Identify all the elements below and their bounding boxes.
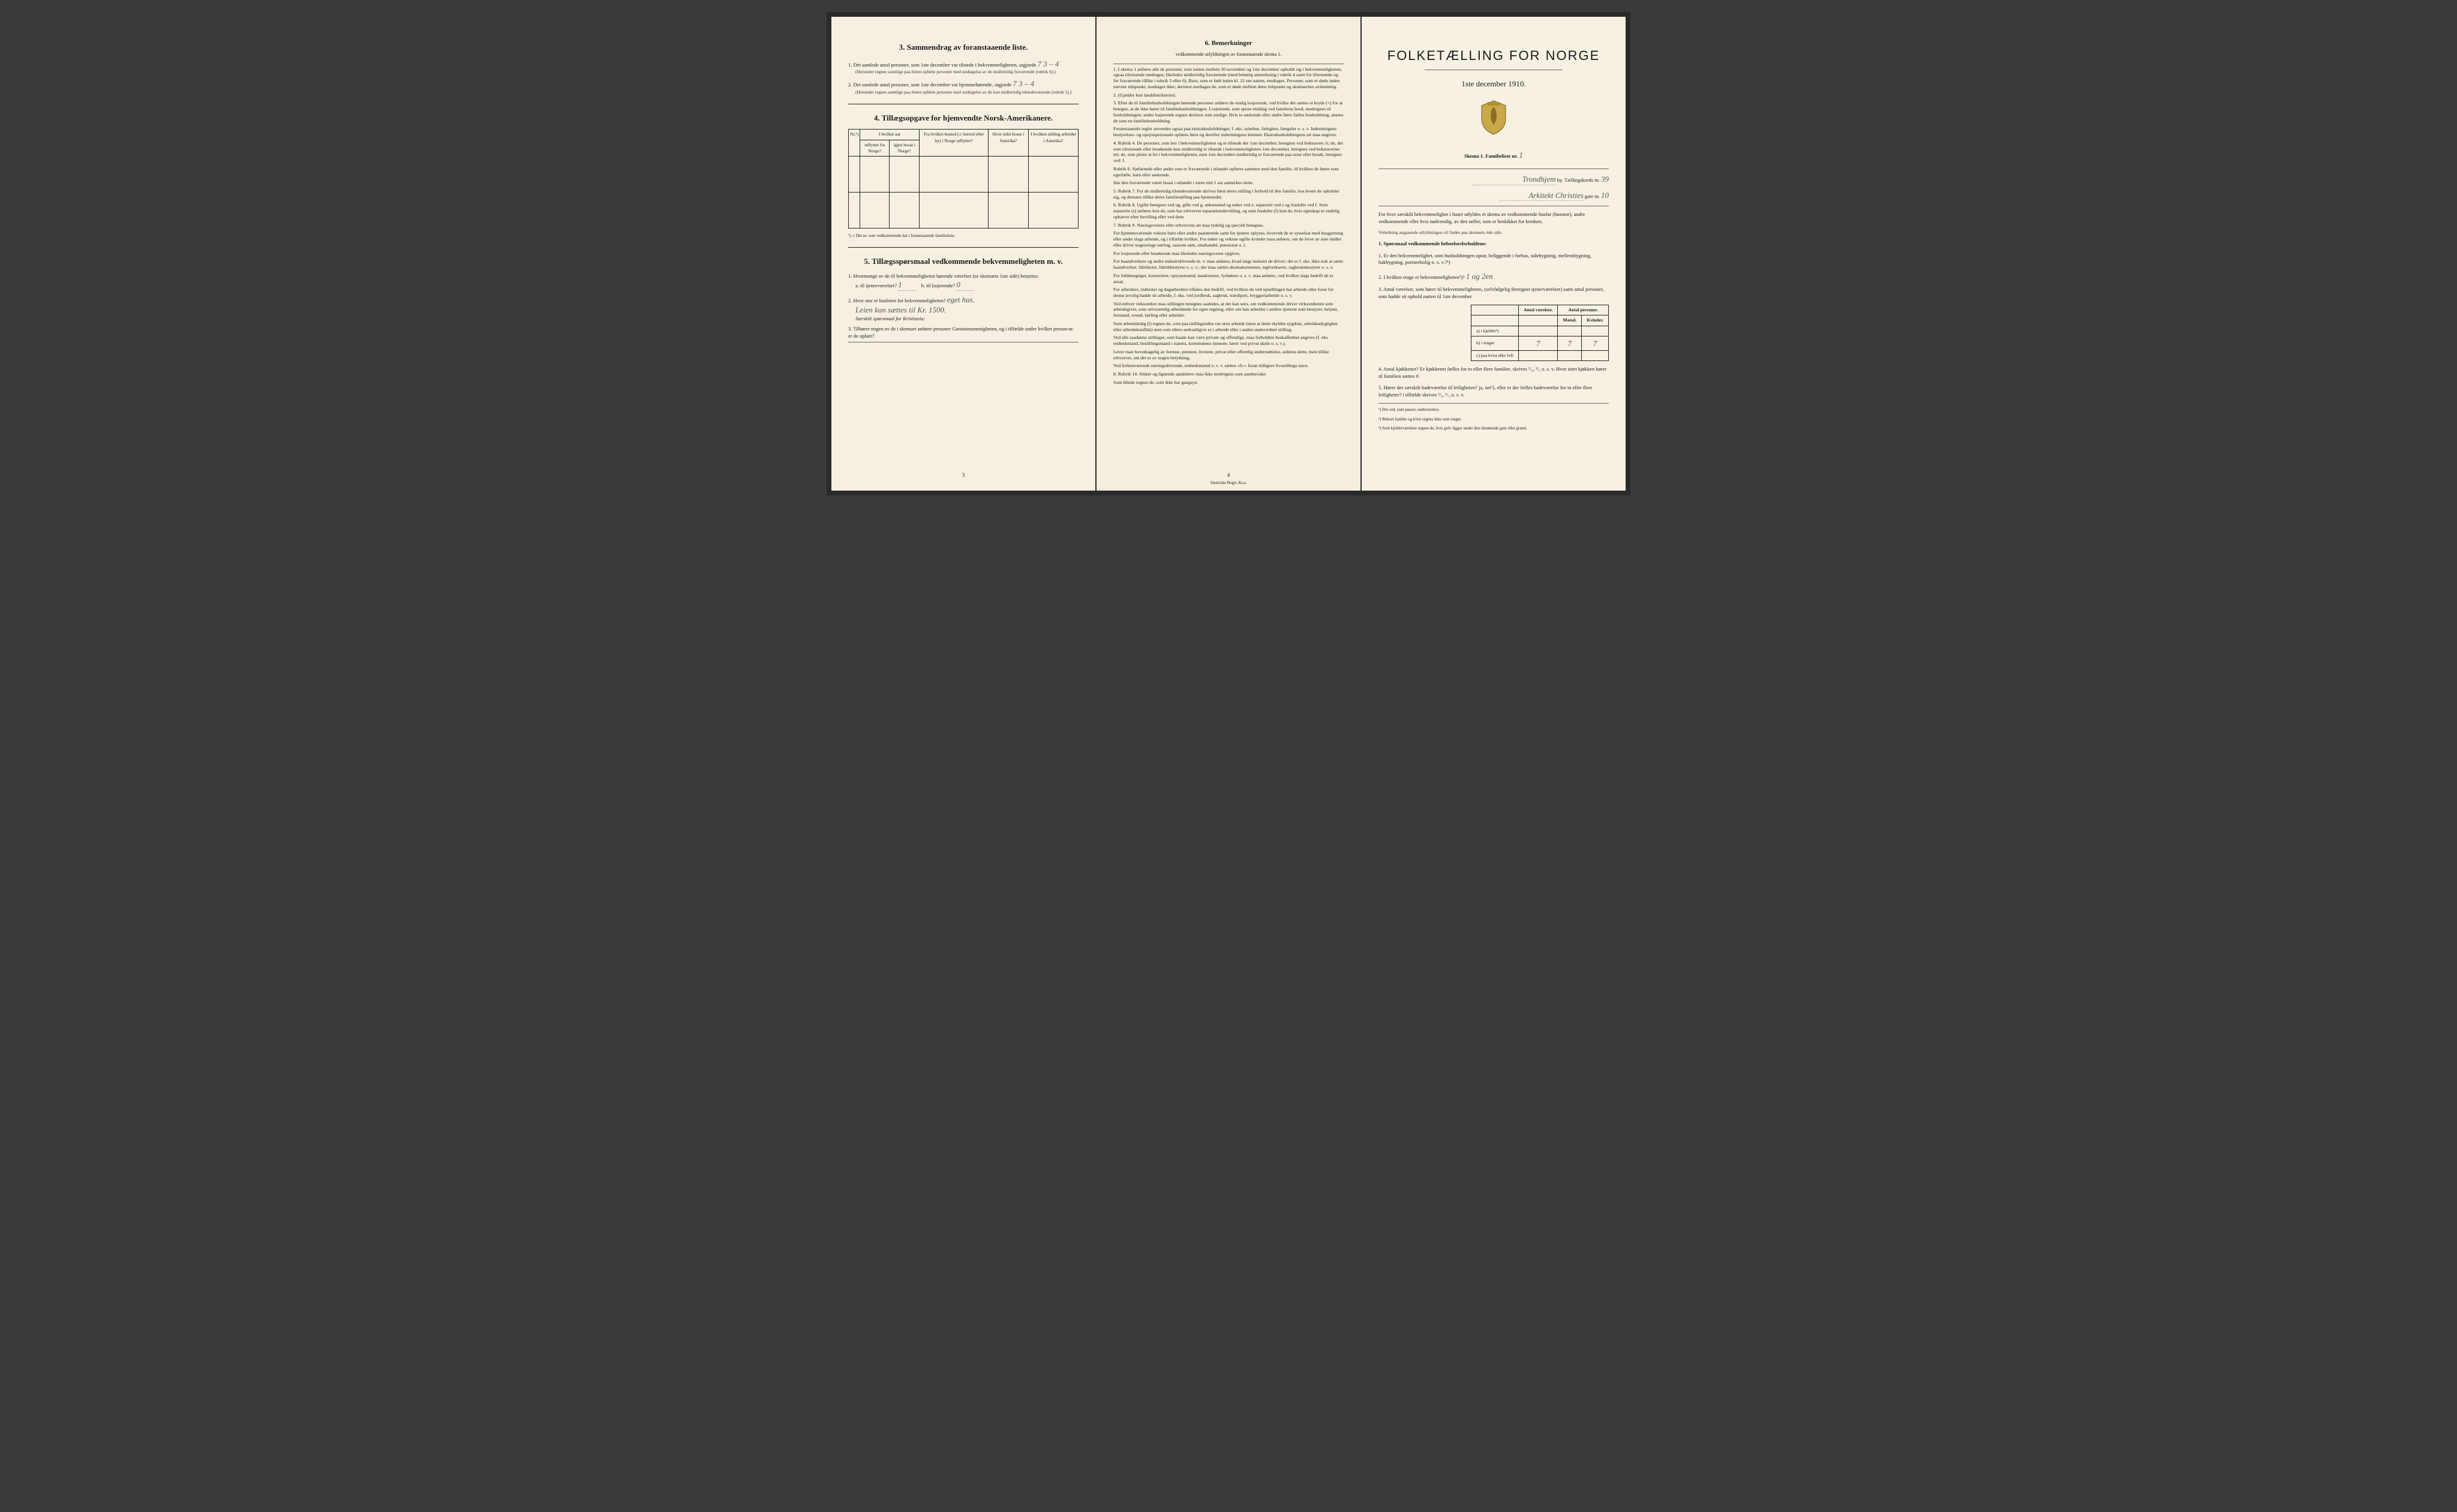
item-3-1: 1. Det samlede antal personer, som 1ste … <box>848 59 1079 76</box>
intro-text: For hver særskilt bekvemmelighet i huset… <box>1378 211 1609 225</box>
footnote-1: ¹) Det ord, som passer, understrekes. <box>1378 407 1609 413</box>
questions-heading: Spørsmaal vedkommende beboelsesforholden… <box>1384 241 1487 247</box>
hand-value-2: 7 3 – 4 <box>1013 79 1034 88</box>
printer-mark: Steen'ske Bogtr. Kr.a. <box>1097 480 1360 486</box>
maend-value: 7 <box>1558 336 1582 351</box>
q2-value-2: Leien kan sættes til Kr. 1500. <box>855 305 1079 315</box>
footnote-3: ³) Som kjelderværelser regnes de, hvis g… <box>1378 426 1609 431</box>
remark-6: 6. Rubrik 8. Ugifte betegnes ved ug, gif… <box>1113 202 1344 220</box>
q-5: 5. Hører der særskilt badeværelse til le… <box>1378 384 1609 398</box>
remark-5: 5. Rubrik 7. For de midlertidig tilstede… <box>1113 188 1344 200</box>
q-2: 2. I hvilken etage er bekvemmeligheten²)… <box>1378 271 1609 282</box>
page-number-3: 3 <box>831 471 1095 479</box>
remark-8: 8. Rubrik 14. Sinker og lignende aandslø… <box>1113 371 1344 377</box>
item-3-2: 2. Det samlede antal personer, som 1ste … <box>848 79 1079 95</box>
skema-label: Skema 1. Familieliste nr. <box>1464 153 1518 159</box>
gate-value: Arkitekt Christies <box>1500 190 1584 202</box>
section-6-heading: 6. Bemerkninger <box>1113 40 1344 48</box>
footnote-2: ²) Beboet kjelder og kvist regnes ikke s… <box>1378 417 1609 422</box>
kreds-value: 39 <box>1601 175 1609 184</box>
by-value: Trondhjem <box>1472 174 1556 185</box>
q5-2: 2. Hvor stor er husleien for bekvemmelig… <box>848 294 1079 323</box>
footnote-4: ¹) ɔ: Det nr. som vedkommende har i fora… <box>848 233 1079 239</box>
section-5-heading: 5. Tillægsspørsmaal vedkommende bekvemme… <box>848 256 1079 267</box>
section-3-heading: 3. Sammendrag av foranstaaende liste. <box>848 42 1079 53</box>
remark-4: 4. Rubrik 4. De personer, som bor i bekv… <box>1113 140 1344 164</box>
hand-value-1: 7 3 – 4 <box>1037 59 1059 68</box>
remark-1: 1. I skema 1 anføres alle de personer, s… <box>1113 67 1344 90</box>
remark-3: 3. Efter de til familiehusholdningen hør… <box>1113 100 1344 124</box>
remark-7: 7. Rubrik 9. Næringsveiens eller erhverv… <box>1113 223 1344 229</box>
coat-of-arms-icon <box>1378 100 1609 137</box>
etage-value: 1 og 2en <box>1466 272 1493 281</box>
intro-note: Veiledning angaaende utfyldningen vil fi… <box>1378 230 1609 236</box>
gatenr-value: 10 <box>1601 191 1609 200</box>
note-3-1: (Herunder regnes samtlige paa listen opf… <box>855 69 1079 75</box>
remark-2: 2. (Gjælder kun landdistrikterne). <box>1113 92 1344 98</box>
q-3: 3. Antal værelser, som hører til bekvemm… <box>1378 286 1609 300</box>
q-4: 4. Antal kjøkkener? Er kjøkkenet fælles … <box>1378 366 1609 380</box>
document-spread: 3. Sammendrag av foranstaaende liste. 1.… <box>827 12 1630 495</box>
main-title: FOLKETÆLLING FOR NORGE <box>1378 47 1609 65</box>
q-1: 1. Er den bekvemmelighet, som husholdnin… <box>1378 252 1609 266</box>
q5-1: 1. Hvormange av de til bekvemmeligheten … <box>848 273 1079 291</box>
q1a-value: 1 <box>898 279 916 291</box>
vaerelser-value: 7 <box>1519 336 1558 351</box>
page-3: 3. Sammendrag av foranstaaende liste. 1.… <box>831 17 1095 491</box>
kvinder-value: 7 <box>1582 336 1609 351</box>
familieliste-nr: 1 <box>1519 151 1523 160</box>
section-6-subtitle: vedkommende utfyldningen av foranstaaend… <box>1113 52 1344 58</box>
census-date: 1ste december 1910. <box>1378 79 1609 89</box>
q1b-value: 0 <box>956 279 974 291</box>
page-number-4: 4 <box>1097 472 1360 479</box>
page-4: 6. Bemerkninger vedkommende utfyldningen… <box>1097 17 1360 491</box>
amerikanere-table: Nr.¹) I hvilket aar Fra hvilket bosted (… <box>848 129 1079 228</box>
page-cover: FOLKETÆLLING FOR NORGE 1ste december 191… <box>1362 17 1626 491</box>
rooms-table: Antal værelser. Antal personer. Mænd. Kv… <box>1471 305 1609 361</box>
note-3-2: (Herunder regnes samtlige paa listen opf… <box>855 89 1079 95</box>
q2-value: eget hus. <box>947 295 975 304</box>
q5-3: 3. Tilhører nogen av de i skemaet anført… <box>848 326 1079 342</box>
section-4-heading: 4. Tillægsopgave for hjemvendte Norsk-Am… <box>848 113 1079 124</box>
